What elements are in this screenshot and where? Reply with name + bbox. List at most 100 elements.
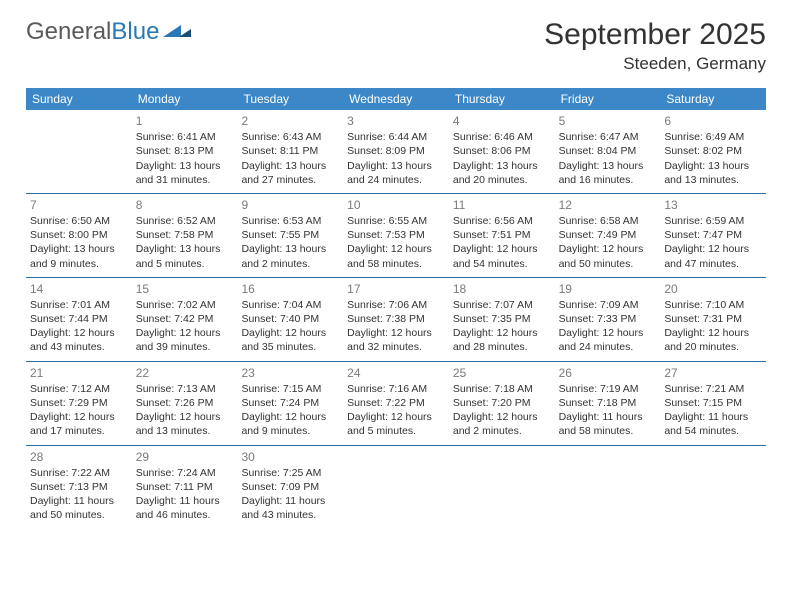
day-cell (26, 110, 132, 193)
day-number: 23 (241, 365, 339, 381)
dl2-text: and 27 minutes. (241, 173, 339, 187)
dayhead-row: Sunday Monday Tuesday Wednesday Thursday… (26, 88, 766, 110)
sunset-text: Sunset: 7:22 PM (347, 396, 445, 410)
sunrise-text: Sunrise: 6:50 AM (30, 214, 128, 228)
sunrise-text: Sunrise: 7:25 AM (241, 466, 339, 480)
calendar: Sunday Monday Tuesday Wednesday Thursday… (26, 88, 766, 528)
day-number: 6 (664, 113, 762, 129)
day-number: 24 (347, 365, 445, 381)
day-number: 25 (453, 365, 551, 381)
dl2-text: and 50 minutes. (559, 257, 657, 271)
sunrise-text: Sunrise: 7:16 AM (347, 382, 445, 396)
week-row: 1Sunrise: 6:41 AMSunset: 8:13 PMDaylight… (26, 110, 766, 194)
dl2-text: and 13 minutes. (664, 173, 762, 187)
week-row: 21Sunrise: 7:12 AMSunset: 7:29 PMDayligh… (26, 362, 766, 446)
sunrise-text: Sunrise: 7:01 AM (30, 298, 128, 312)
dl1-text: Daylight: 12 hours (30, 410, 128, 424)
day-cell: 2Sunrise: 6:43 AMSunset: 8:11 PMDaylight… (237, 110, 343, 193)
day-number: 19 (559, 281, 657, 297)
sunset-text: Sunset: 7:53 PM (347, 228, 445, 242)
day-number: 28 (30, 449, 128, 465)
sunrise-text: Sunrise: 7:12 AM (30, 382, 128, 396)
day-number: 12 (559, 197, 657, 213)
dl2-text: and 9 minutes. (30, 257, 128, 271)
sunrise-text: Sunrise: 6:59 AM (664, 214, 762, 228)
dl1-text: Daylight: 12 hours (453, 242, 551, 256)
dayhead-sun: Sunday (26, 88, 132, 110)
location-label: Steeden, Germany (544, 54, 766, 74)
sunrise-text: Sunrise: 6:52 AM (136, 214, 234, 228)
day-number: 26 (559, 365, 657, 381)
day-cell: 18Sunrise: 7:07 AMSunset: 7:35 PMDayligh… (449, 278, 555, 361)
day-cell: 13Sunrise: 6:59 AMSunset: 7:47 PMDayligh… (660, 194, 766, 277)
dayhead-wed: Wednesday (343, 88, 449, 110)
sunrise-text: Sunrise: 7:10 AM (664, 298, 762, 312)
dl1-text: Daylight: 13 hours (559, 159, 657, 173)
dl2-text: and 31 minutes. (136, 173, 234, 187)
dl1-text: Daylight: 12 hours (241, 326, 339, 340)
day-cell (449, 446, 555, 529)
sunrise-text: Sunrise: 7:18 AM (453, 382, 551, 396)
sunrise-text: Sunrise: 7:22 AM (30, 466, 128, 480)
day-number: 11 (453, 197, 551, 213)
dl2-text: and 54 minutes. (664, 424, 762, 438)
day-cell: 29Sunrise: 7:24 AMSunset: 7:11 PMDayligh… (132, 446, 238, 529)
day-cell: 28Sunrise: 7:22 AMSunset: 7:13 PMDayligh… (26, 446, 132, 529)
day-cell: 9Sunrise: 6:53 AMSunset: 7:55 PMDaylight… (237, 194, 343, 277)
week-row: 7Sunrise: 6:50 AMSunset: 8:00 PM Daylight… (26, 194, 766, 278)
sunrise-text: Sunrise: 7:02 AM (136, 298, 234, 312)
sunset-text: Sunset: 8:11 PM (241, 144, 339, 158)
day-cell: 12Sunrise: 6:58 AMSunset: 7:49 PMDayligh… (555, 194, 661, 277)
day-number: 7 (30, 197, 128, 213)
sunset-text: Sunset: 7:49 PM (559, 228, 657, 242)
dl2-text: and 2 minutes. (453, 424, 551, 438)
day-number: 27 (664, 365, 762, 381)
day-cell: 11Sunrise: 6:56 AMSunset: 7:51 PMDayligh… (449, 194, 555, 277)
sunrise-text: Sunrise: 7:15 AM (241, 382, 339, 396)
sunrise-text: Sunrise: 6:49 AM (664, 130, 762, 144)
dl2-text: and 39 minutes. (136, 340, 234, 354)
dl2-text: and 35 minutes. (241, 340, 339, 354)
sunrise-text: Sunrise: 7:24 AM (136, 466, 234, 480)
dl1-text: Daylight: 13 hours (347, 159, 445, 173)
day-cell: 10Sunrise: 6:55 AMSunset: 7:53 PMDayligh… (343, 194, 449, 277)
month-title: September 2025 (544, 18, 766, 52)
sunset-text: Sunset: 8:00 PM (30, 228, 128, 242)
dl1-text: Daylight: 12 hours (136, 410, 234, 424)
dayhead-tue: Tuesday (237, 88, 343, 110)
dayhead-mon: Monday (132, 88, 238, 110)
sunset-text: Sunset: 7:38 PM (347, 312, 445, 326)
dl2-text: and 9 minutes. (241, 424, 339, 438)
sunset-text: Sunset: 7:09 PM (241, 480, 339, 494)
sunset-text: Sunset: 7:11 PM (136, 480, 234, 494)
sunrise-text: Sunrise: 7:19 AM (559, 382, 657, 396)
logo-mark-icon (163, 18, 191, 46)
dl2-text: and 5 minutes. (136, 257, 234, 271)
day-cell: 1Sunrise: 6:41 AMSunset: 8:13 PMDaylight… (132, 110, 238, 193)
day-number: 20 (664, 281, 762, 297)
dl2-text: and 46 minutes. (136, 508, 234, 522)
day-cell: 19Sunrise: 7:09 AMSunset: 7:33 PMDayligh… (555, 278, 661, 361)
header: GeneralBlue September 2025 Steeden, Germ… (26, 18, 766, 74)
sunrise-text: Sunrise: 7:09 AM (559, 298, 657, 312)
day-number: 2 (241, 113, 339, 129)
sunset-text: Sunset: 8:06 PM (453, 144, 551, 158)
day-number: 5 (559, 113, 657, 129)
sunset-text: Sunset: 8:04 PM (559, 144, 657, 158)
day-number: 16 (241, 281, 339, 297)
dl1-text: Daylight: 12 hours (453, 410, 551, 424)
dayhead-fri: Friday (555, 88, 661, 110)
sunrise-text: Sunrise: 6:55 AM (347, 214, 445, 228)
dl1-text: Daylight: 11 hours (559, 410, 657, 424)
logo-text-1: General (26, 18, 111, 46)
day-cell: 5Sunrise: 6:47 AMSunset: 8:04 PMDaylight… (555, 110, 661, 193)
sunrise-text: Sunrise: 6:46 AM (453, 130, 551, 144)
day-cell: 7Sunrise: 6:50 AMSunset: 8:00 PMDaylight… (26, 194, 132, 277)
sunset-text: Sunset: 7:20 PM (453, 396, 551, 410)
sunset-text: Sunset: 7:26 PM (136, 396, 234, 410)
logo: GeneralBlue (26, 18, 191, 46)
day-number: 18 (453, 281, 551, 297)
dl2-text: and 20 minutes. (664, 340, 762, 354)
day-cell (343, 446, 449, 529)
dl1-text: Daylight: 13 hours (136, 242, 234, 256)
